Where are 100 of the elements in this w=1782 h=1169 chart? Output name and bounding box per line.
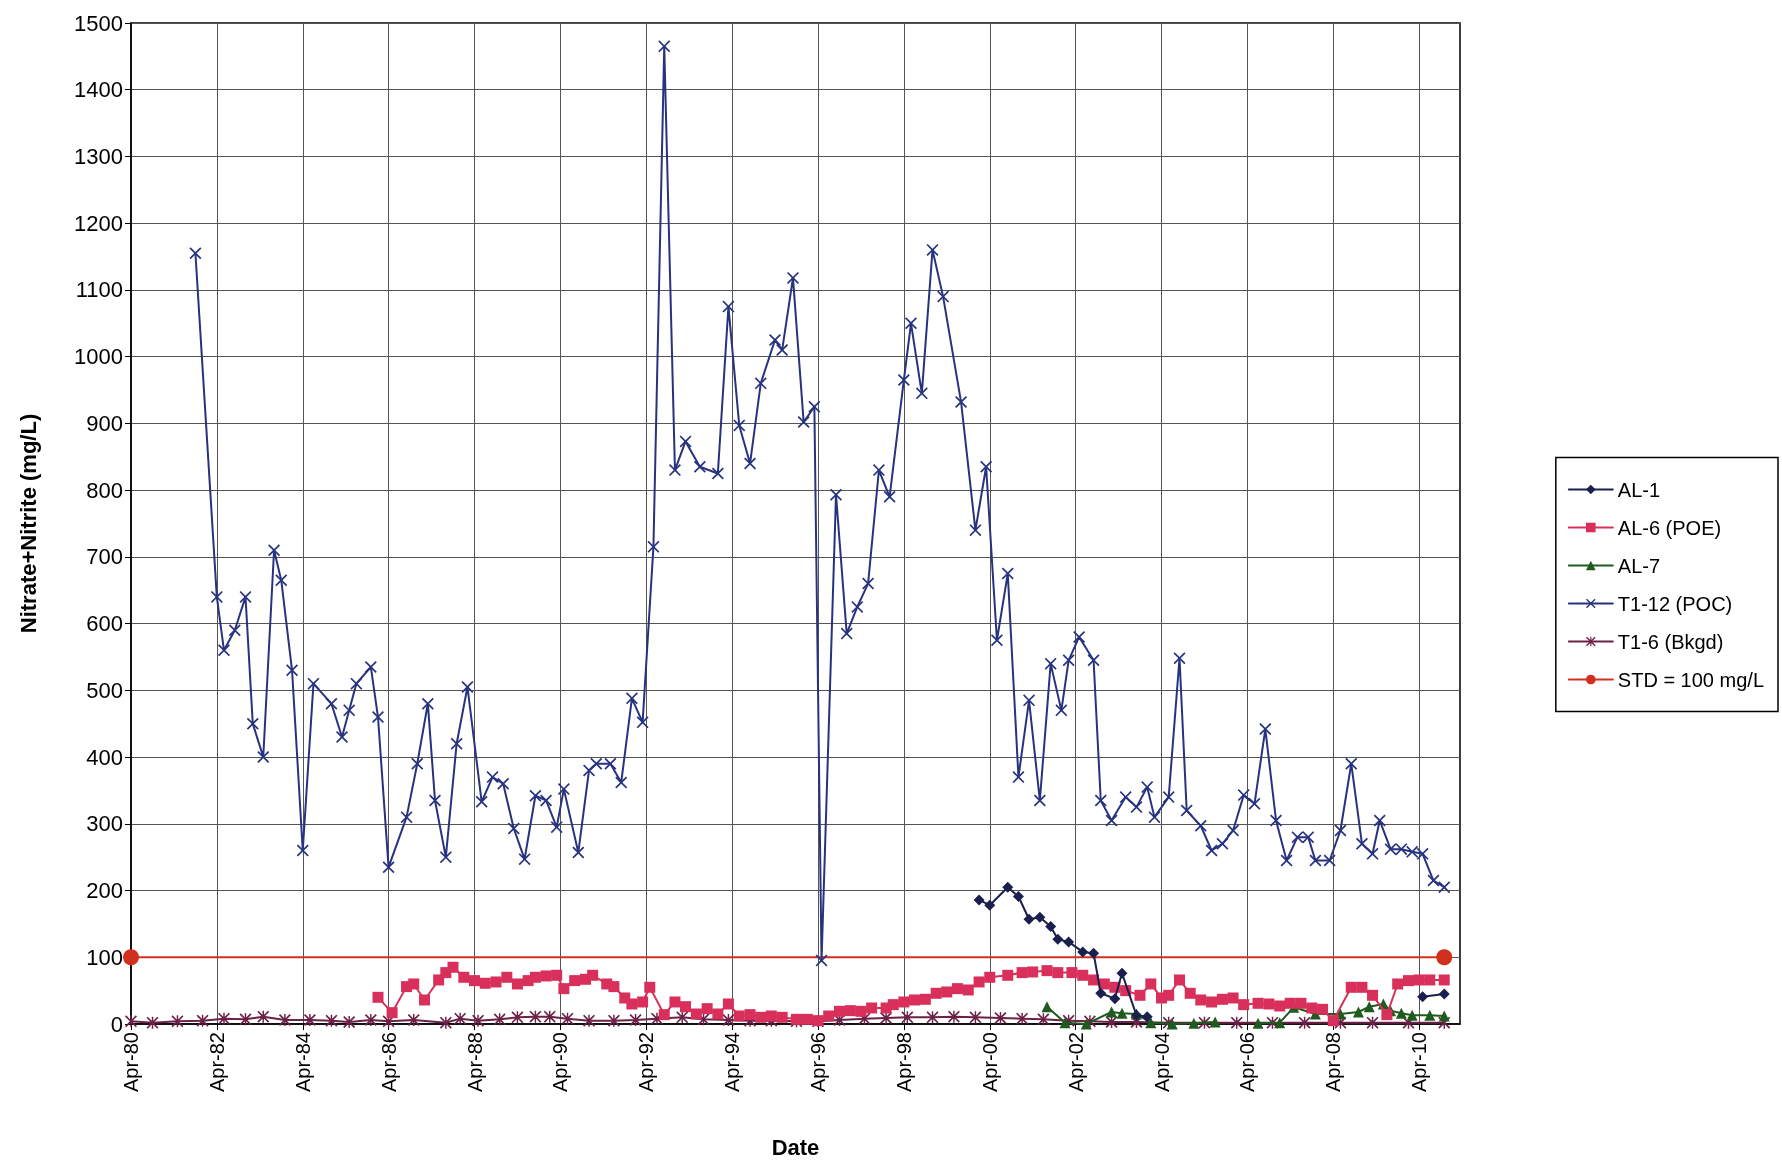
point — [1209, 1016, 1221, 1028]
y-tick-label: 300 — [86, 811, 123, 837]
y-tick-label: 600 — [86, 611, 123, 637]
x-tick-label: Apr-06 — [1236, 1032, 1259, 1093]
point — [947, 1010, 960, 1023]
x-tick-label: Apr-80 — [120, 1032, 142, 1093]
point — [1012, 891, 1024, 903]
legend-label: STD = 100 mg/L — [1617, 668, 1765, 691]
y-tick-label: 900 — [86, 410, 123, 436]
point — [1438, 1010, 1450, 1022]
y-tick-label: 500 — [86, 677, 123, 703]
point — [1037, 1013, 1050, 1026]
point — [1436, 949, 1453, 966]
point — [123, 949, 139, 966]
y-tick-label: 1200 — [74, 210, 123, 236]
point — [1106, 1006, 1118, 1018]
point — [1109, 993, 1121, 1005]
point — [511, 1011, 524, 1024]
point — [196, 1014, 209, 1027]
point — [1016, 1012, 1029, 1025]
point — [364, 1014, 377, 1026]
x-tick-label: Apr-08 — [1322, 1032, 1345, 1093]
point — [1424, 1009, 1436, 1021]
point — [984, 899, 996, 911]
legend-label: AL-7 — [1617, 554, 1661, 577]
point — [1230, 1016, 1243, 1029]
point — [493, 1013, 506, 1026]
legend-label: T1-12 (POC) — [1617, 592, 1733, 615]
point — [171, 1015, 184, 1028]
point — [583, 1014, 596, 1027]
point — [125, 1015, 137, 1028]
point — [1352, 1006, 1364, 1018]
y-tick-label: 800 — [86, 477, 123, 503]
x-tick-label: Apr-96 — [807, 1032, 830, 1093]
point — [926, 1011, 939, 1024]
y-tick-label: 1100 — [75, 277, 123, 303]
y-tick-label: 1300 — [74, 143, 123, 169]
point — [146, 1016, 159, 1029]
point — [472, 1014, 485, 1027]
x-tick-label: Apr-84 — [291, 1032, 314, 1093]
point — [1188, 1017, 1200, 1029]
point — [1023, 913, 1035, 925]
x-tick-label: Apr-86 — [377, 1032, 400, 1093]
point — [1166, 1018, 1178, 1030]
point — [1002, 881, 1014, 893]
legend-label: AL-1 — [1617, 478, 1661, 501]
point — [1298, 1016, 1311, 1029]
point — [529, 1010, 542, 1023]
point — [1041, 1001, 1053, 1013]
legend-label: T1-6 (Bkgd) — [1617, 630, 1724, 653]
point — [543, 1010, 556, 1023]
point — [1395, 1007, 1407, 1019]
y-tick-label: 1400 — [74, 77, 123, 103]
y-tick-label: 1500 — [74, 10, 123, 36]
y-tick-label: 700 — [86, 544, 123, 570]
x-tick-label: Apr-92 — [635, 1032, 658, 1093]
point — [1406, 1009, 1418, 1021]
x-tick-label: Apr-98 — [892, 1032, 915, 1093]
point — [1045, 921, 1057, 933]
point — [325, 1014, 338, 1027]
y-tick-label: 200 — [86, 878, 123, 904]
point — [278, 1014, 291, 1026]
point — [973, 894, 985, 906]
x-tick-label: Apr-02 — [1064, 1032, 1087, 1093]
point — [901, 1011, 914, 1024]
point — [217, 1012, 230, 1025]
point — [1141, 1011, 1153, 1023]
point — [1034, 911, 1046, 923]
point — [1088, 947, 1100, 959]
x-tick-label: Apr-82 — [205, 1032, 228, 1093]
point — [1417, 991, 1429, 1003]
point — [1077, 946, 1089, 958]
point — [1363, 1001, 1375, 1013]
x-tick-label: Apr-00 — [978, 1032, 1001, 1093]
point — [561, 1012, 574, 1025]
point — [1052, 933, 1064, 945]
point — [303, 1014, 316, 1026]
point — [343, 1016, 356, 1028]
y-tick-label: 100 — [86, 944, 123, 970]
point — [1080, 1018, 1092, 1030]
x-tick-label: Apr-04 — [1150, 1032, 1173, 1093]
point — [1059, 1017, 1071, 1029]
point — [880, 1011, 893, 1024]
point — [607, 1014, 620, 1027]
point — [439, 1016, 452, 1029]
legend-label: AL-6 (POE) — [1617, 516, 1722, 539]
point — [1116, 1007, 1128, 1019]
point — [1366, 1016, 1379, 1029]
point — [969, 1011, 982, 1024]
x-axis-title: Date — [771, 1134, 820, 1160]
point — [1252, 1017, 1264, 1029]
y-tick-label: 0 — [110, 1011, 123, 1037]
y-tick-label: 400 — [86, 744, 123, 770]
point — [1438, 988, 1450, 1000]
point — [1116, 967, 1128, 979]
x-tick-label: Apr-10 — [1408, 1032, 1431, 1093]
y-axis-title: Nitrate+Nitrite (mg/L) — [15, 413, 41, 634]
point — [239, 1013, 252, 1026]
point — [454, 1012, 467, 1025]
point — [1274, 1017, 1286, 1029]
